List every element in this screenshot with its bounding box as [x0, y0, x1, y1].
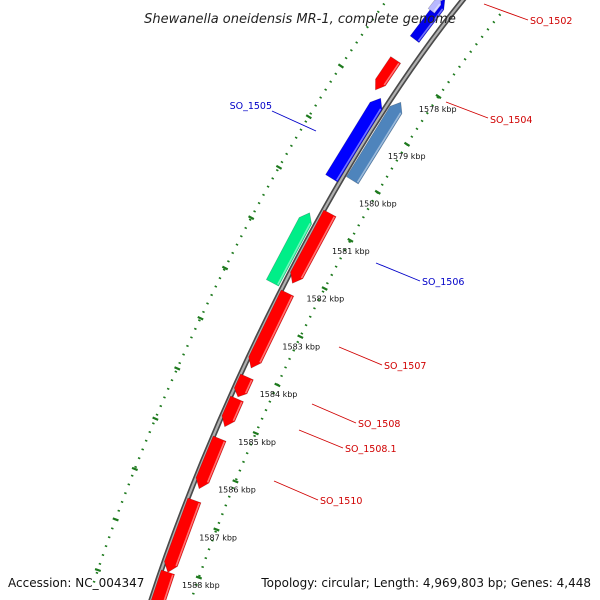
outer-major-tick [112, 517, 119, 522]
tick-label: 1579 kbp [388, 152, 426, 161]
gene-label[interactable]: SO_1506 [422, 277, 464, 288]
gene-so-1505-outline-highlight [356, 112, 402, 183]
gene-so-1508-highlight [244, 379, 253, 394]
topology-label: Topology: circular; Length: 4,969,803 bp… [260, 576, 591, 590]
feature-track [150, 0, 446, 600]
tick-label: 1582 kbp [306, 295, 344, 304]
major-tick [435, 93, 442, 100]
tick-label: 1584 kbp [260, 390, 298, 399]
gene-forward-partial-highlight [417, 8, 444, 42]
tick-label: 1585 kbp [238, 438, 276, 447]
gene-unlabeled-2[interactable] [150, 569, 175, 600]
gene-so-1504-highlight [383, 62, 400, 86]
gene-so-1507-upper[interactable] [290, 209, 337, 284]
tick-label: 1588 kbp [182, 581, 220, 590]
inner-tick-ring [189, 13, 502, 600]
gene-so-1508-1[interactable] [221, 395, 244, 428]
gene-so-1504[interactable] [375, 56, 402, 91]
major-tick [297, 334, 304, 340]
gene-label[interactable]: SO_1510 [320, 496, 362, 507]
outer-major-tick [131, 466, 139, 472]
tick-label: 1581 kbp [332, 247, 370, 256]
gene-label[interactable]: SO_1502 [530, 16, 572, 27]
major-tick [347, 237, 354, 243]
gene-leader-line [375, 262, 421, 282]
tick-label: 1580 kbp [359, 199, 397, 208]
outer-major-tick [337, 63, 345, 69]
outer-major-tick [94, 568, 102, 573]
gene-so-1510-highlight [206, 441, 226, 483]
gene-leader-line [273, 480, 319, 501]
gene-forward-shade-highlight [433, 3, 441, 13]
gene-label[interactable]: SO_1504 [490, 115, 532, 126]
major-tick [232, 479, 239, 484]
gene-label[interactable]: SO_1508 [358, 419, 400, 430]
gene-so-1505[interactable] [325, 97, 383, 183]
major-tick [252, 430, 259, 436]
gene-unlabeled-1-highlight [175, 502, 201, 567]
gene-leader-line [311, 403, 357, 424]
gene-label[interactable]: SO_1508.1 [345, 444, 397, 455]
major-tick [403, 141, 411, 147]
outer-major-tick [248, 215, 255, 221]
tick-label: 1578 kbp [419, 105, 457, 114]
gene-so-1507[interactable] [248, 289, 295, 369]
accession-label: Accession: NC_004347 [8, 576, 144, 590]
outer-tick-ring [90, 0, 389, 591]
outer-major-tick [152, 416, 159, 421]
outer-major-tick [275, 164, 283, 170]
major-tick [374, 189, 381, 195]
tick-label: 1586 kbp [218, 486, 256, 495]
map-title: Shewanella oneidensis MR-1, complete gen… [144, 12, 456, 27]
gene-leader-line [445, 101, 489, 119]
gene-forward-shade[interactable] [427, 0, 442, 14]
major-tick [274, 382, 281, 388]
gene-unlabeled-2-highlight [163, 574, 174, 600]
outer-major-tick [174, 366, 181, 371]
gene-so-1507-upper-highlight [300, 216, 336, 279]
gene-so-1505-outline[interactable] [345, 101, 403, 185]
tick-label: 1587 kbp [199, 533, 237, 542]
gene-leader-line [483, 3, 529, 21]
gene-so-1510[interactable] [195, 435, 227, 490]
gene-label-layer: SO_1502 SO_1504 SO_1505 SO_1506 SO_1507 SO_15… [230, 3, 572, 507]
gene-so-1506-highlight [277, 222, 311, 285]
gene-so-1505-highlight [336, 108, 382, 181]
gene-so-1507-highlight [259, 296, 293, 363]
genome-backbone [148, 0, 467, 600]
gene-so-1508-1-highlight [232, 401, 243, 422]
gene-label[interactable]: SO_1505 [230, 101, 272, 112]
gene-so-1506[interactable] [265, 212, 312, 287]
major-tick [321, 286, 328, 291]
tick-label: 1583 kbp [282, 342, 320, 351]
outer-major-tick [305, 114, 312, 120]
major-tick [213, 527, 220, 532]
gene-leader-line [298, 429, 344, 449]
tick-track: 1578 kbp 1579 kbp 1580 kbp 1581 kbp 1582 kbp… [90, 0, 502, 600]
major-tick [195, 575, 203, 580]
outer-major-tick [221, 265, 229, 271]
outer-major-tick [197, 315, 204, 321]
gene-leader-line [338, 346, 383, 366]
gene-so-1508[interactable] [233, 373, 254, 398]
gene-unlabeled-1[interactable] [164, 497, 202, 573]
gene-label[interactable]: SO_1507 [384, 361, 426, 372]
backbone-highlight [150, 0, 465, 600]
gene-leader-line [271, 110, 317, 132]
